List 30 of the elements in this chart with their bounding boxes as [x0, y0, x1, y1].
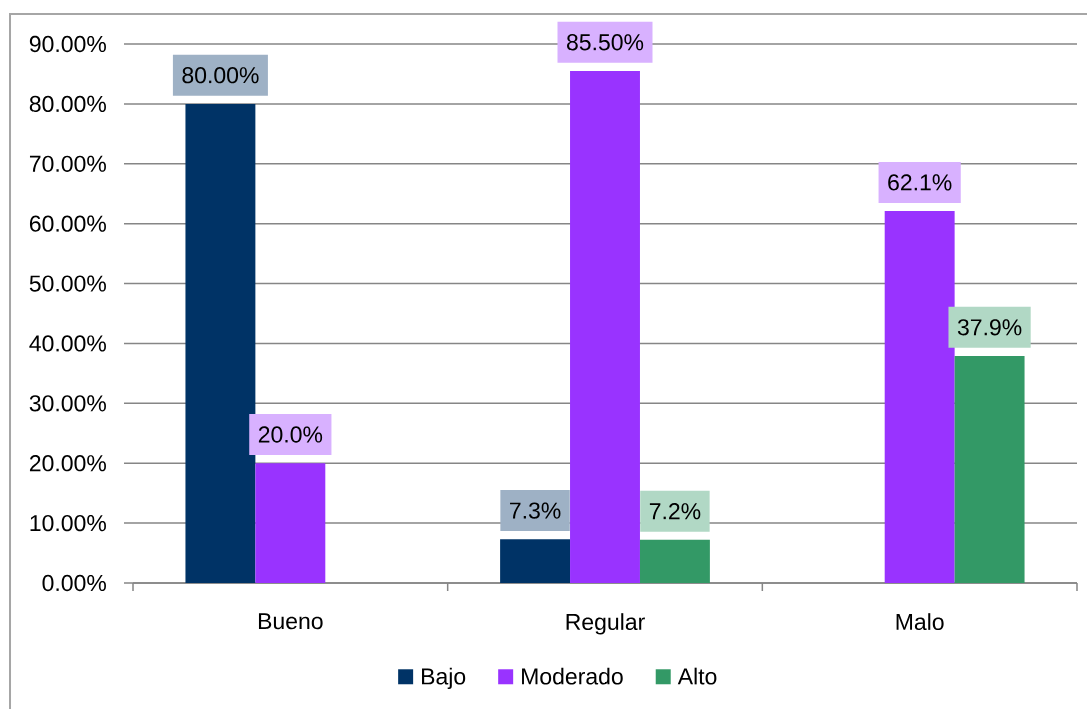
- legend-label: Alto: [677, 667, 717, 685]
- data-label: 80.00%: [182, 67, 259, 84]
- data-label: 7.3%: [510, 502, 561, 519]
- data-label: 37.9%: [957, 319, 1022, 336]
- y-tick-label: 20.00%: [29, 455, 106, 472]
- y-tick-label: 0.00%: [42, 574, 106, 592]
- y-tick-label: 60.00%: [29, 215, 106, 232]
- y-tick-label: 80.00%: [29, 95, 106, 113]
- bar: [639, 539, 710, 583]
- x-tick-label: Bueno: [258, 613, 323, 630]
- y-tick-label: 30.00%: [29, 395, 106, 412]
- legend-label: Moderado: [522, 667, 623, 685]
- data-label: 62.1%: [888, 174, 952, 191]
- data-label: 85.50%: [567, 34, 644, 51]
- bar: [954, 356, 1025, 583]
- x-tick-label: Malo: [896, 613, 944, 631]
- bar: [500, 539, 571, 583]
- bar: [884, 211, 955, 583]
- y-tick-label: 90.00%: [29, 35, 106, 53]
- x-tick-label: Regular: [566, 613, 645, 635]
- data-label: 20.0%: [258, 426, 323, 443]
- y-tick-label: 50.00%: [29, 275, 106, 292]
- bar: [255, 463, 326, 583]
- y-tick-label: 40.00%: [29, 335, 106, 352]
- y-tick-label: 10.00%: [30, 514, 106, 532]
- bar: [570, 70, 640, 583]
- data-label: 7.2%: [649, 503, 701, 520]
- bar: [185, 103, 256, 583]
- y-tick-label: 70.00%: [29, 155, 106, 172]
- legend-label: Bajo: [422, 667, 466, 690]
